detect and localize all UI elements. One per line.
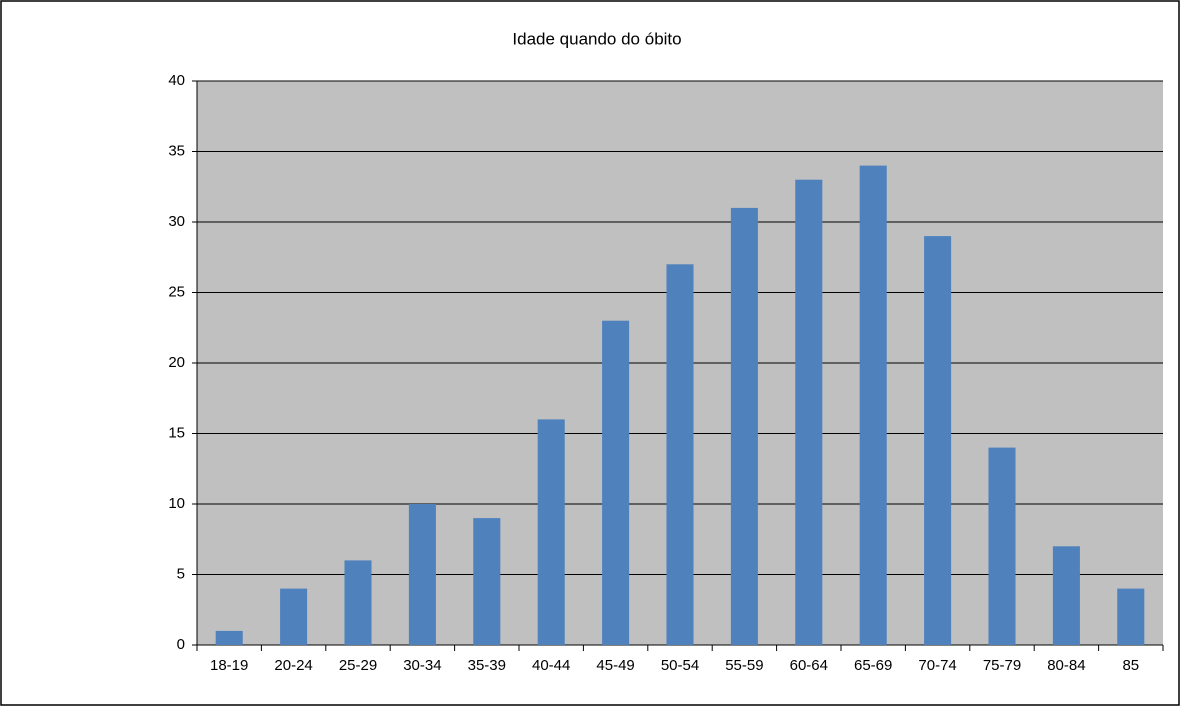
bar [730,207,758,645]
x-tick-label: 35-39 [468,657,506,674]
x-tick-label: 18-19 [210,657,248,674]
chart-title: Idade quando do óbito [512,29,681,48]
y-tick-label: 5 [177,565,185,582]
bar [280,588,308,645]
bar [602,320,630,645]
y-tick-label: 10 [168,495,185,512]
bar [666,264,694,645]
bar [473,518,501,645]
x-tick-label: 30-34 [403,657,441,674]
x-tick-label: 25-29 [339,657,377,674]
bar [859,165,887,645]
x-tick-label: 55-59 [725,657,763,674]
y-tick-label: 35 [168,142,185,159]
x-tick-label: 45-49 [596,657,634,674]
bar [795,179,823,645]
bar [344,560,372,645]
x-tick-label: 40-44 [532,657,570,674]
x-tick-label: 80-84 [1047,657,1085,674]
x-tick-label: 20-24 [274,657,312,674]
bar [1117,588,1145,645]
bar [537,419,565,645]
bar [988,447,1016,645]
x-tick-label: 60-64 [790,657,828,674]
y-tick-label: 20 [168,354,185,371]
bar [215,630,243,645]
y-tick-label: 25 [168,283,185,300]
y-tick-label: 0 [177,636,185,653]
x-tick-label: 70-74 [918,657,956,674]
x-tick-label: 65-69 [854,657,892,674]
y-tick-label: 40 [168,72,185,89]
y-tick-label: 15 [168,424,185,441]
y-tick-label: 30 [168,213,185,230]
bar [408,504,436,645]
x-tick-label: 85 [1122,657,1139,674]
bar [924,236,952,645]
x-tick-label: 75-79 [983,657,1021,674]
bar [1052,546,1080,645]
x-tick-label: 50-54 [661,657,699,674]
